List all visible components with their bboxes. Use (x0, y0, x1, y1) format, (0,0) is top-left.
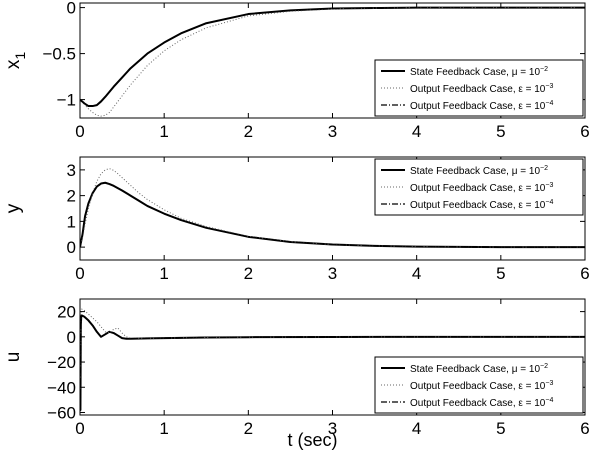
x-axis-label: t (sec) (287, 430, 337, 450)
x-tick-label: 4 (412, 264, 421, 283)
y-tick-label: 0 (67, 0, 76, 18)
x-tick-label: 5 (496, 122, 505, 141)
legend-entry-label: Output Feedback Case, ε = 10−4 (410, 100, 553, 112)
y-tick-label: 1 (67, 212, 76, 231)
x-tick-label: 1 (159, 264, 168, 283)
x-tick-label: 2 (244, 122, 253, 141)
x-tick-label: 0 (75, 122, 84, 141)
legend: State Feedback Case, μ = 10−2 Output Feed… (374, 356, 584, 414)
x-tick-label: 3 (328, 419, 337, 438)
legend: State Feedback Case, μ = 10−2 Output Feed… (374, 158, 584, 216)
chart-panel-3: 0 1 2 3 4 5 6 −60 −40 −20 0 20 u t (sec) State Feedbac… (3, 298, 590, 450)
legend-box (374, 356, 584, 414)
x-tick-label: 0 (75, 419, 84, 438)
legend-entry-label: Output Feedback Case, ε = 10−4 (410, 397, 553, 409)
y-tick-label: 0 (67, 328, 76, 347)
legend-entry-label: State Feedback Case, μ = 10−2 (410, 363, 548, 375)
y-tick-label: −0.5 (42, 45, 76, 64)
legend-entry-label: Output Feedback Case, ε = 10−3 (410, 182, 553, 194)
y-tick-label: −1 (57, 91, 76, 110)
x-tick-label: 4 (412, 122, 421, 141)
y-axis-label: u (3, 352, 24, 363)
legend: State Feedback Case, μ = 10−2 Output Feed… (374, 59, 584, 117)
x-tick-label: 6 (580, 419, 589, 438)
chart-panel-1: 0 1 2 3 4 5 6 −1 −0.5 0 x1 State Feedback Case, μ =… (3, 0, 590, 141)
x-tick-label: 3 (328, 264, 337, 283)
legend-entry-label: Output Feedback Case, ε = 10−3 (410, 380, 553, 392)
y-tick-label: 2 (67, 187, 76, 206)
x-tick-label: 1 (159, 419, 168, 438)
legend-entry-label: Output Feedback Case, ε = 10−3 (410, 83, 553, 95)
y-axis-label: x1 (3, 52, 28, 70)
y-tick-label: −60 (47, 403, 76, 422)
legend-box (374, 59, 584, 117)
y-axis-label: y (3, 203, 24, 213)
series-line-dashdot (80, 314, 585, 411)
x-tick-label: 0 (75, 264, 84, 283)
legend-entry-label: State Feedback Case, μ = 10−2 (410, 165, 548, 177)
x-tick-label: 1 (159, 122, 168, 141)
legend-entry-label: Output Feedback Case, ε = 10−4 (410, 199, 553, 211)
x-tick-label: 6 (580, 122, 589, 141)
y-tick-label: 3 (67, 161, 76, 180)
x-tick-label: 3 (328, 122, 337, 141)
y-tick-label: 0 (67, 238, 76, 257)
y-tick-label: −40 (47, 378, 76, 397)
series-line-dotted (80, 7, 585, 117)
chart-panel-2: 0 1 2 3 4 5 6 0 1 2 3 y State Feedback Case, μ = 10−… (3, 156, 590, 283)
y-tick-label: 20 (57, 303, 76, 322)
series-line-dashdot (80, 6, 585, 107)
x-tick-label: 2 (244, 419, 253, 438)
x-tick-label: 4 (412, 419, 421, 438)
x-tick-label: 5 (496, 264, 505, 283)
series-line-solid (80, 181, 585, 249)
x-tick-label: 5 (496, 419, 505, 438)
legend-box (374, 158, 584, 216)
x-tick-label: 6 (580, 264, 589, 283)
x-tick-label: 2 (244, 264, 253, 283)
legend-entry-label: State Feedback Case, μ = 10−2 (410, 66, 548, 78)
y-tick-label: −20 (47, 353, 76, 372)
